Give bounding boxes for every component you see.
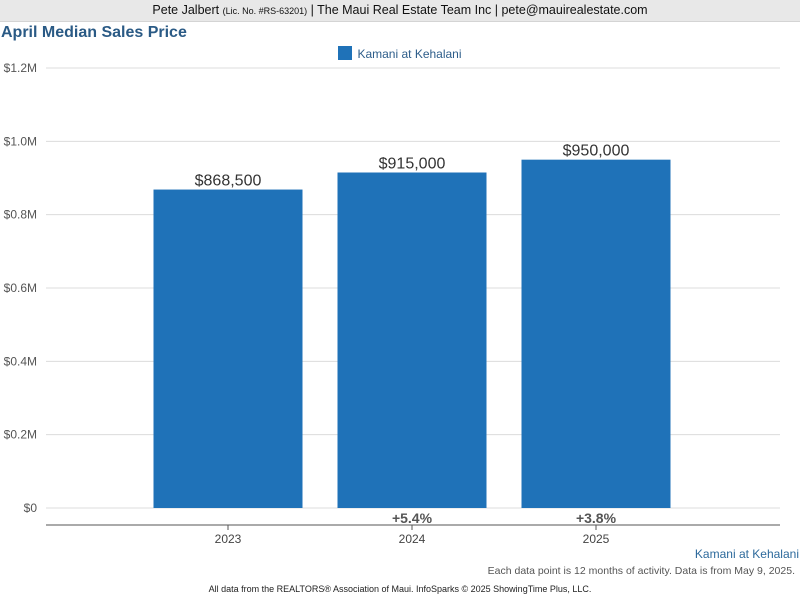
bar [337, 172, 487, 508]
x-tick-label: 2024 [399, 532, 426, 546]
legend-swatch [338, 46, 353, 60]
y-tick-label: $0.8M [4, 208, 37, 222]
agent-company-email: | The Maui Real Estate Team Inc | pete@m… [310, 3, 648, 17]
y-tick-label: $0.2M [4, 428, 37, 442]
agent-header-bar: Pete Jalbert (Lic. No. #RS-63201) | The … [0, 0, 800, 22]
bar-value-label: $915,000 [379, 156, 446, 173]
change-percent-label: +3.8% [576, 510, 617, 526]
bar [153, 189, 303, 509]
y-tick-label: $0.6M [4, 281, 37, 295]
footer-series-label: Kamani at Kehalani [694, 547, 799, 561]
agent-name: Pete Jalbert [152, 3, 220, 17]
y-tick-label: $1.0M [4, 134, 37, 148]
chart-title: April Median Sales Price [1, 24, 187, 41]
y-tick-label: $1.2M [4, 61, 37, 75]
footer-data-note: Each data point is 12 months of activity… [487, 565, 795, 577]
footer-source-credit: All data from the REALTORS® Association … [208, 584, 592, 594]
bar-value-label: $868,500 [195, 173, 262, 190]
agent-license: (Lic. No. #RS-63201) [222, 6, 308, 16]
legend-label: Kamani at Kehalani [357, 47, 462, 61]
bar-value-label: $950,000 [563, 143, 630, 160]
y-tick-label: $0.4M [4, 354, 37, 368]
x-tick-label: 2025 [583, 532, 610, 546]
x-tick-label: 2023 [215, 532, 242, 546]
bar [521, 159, 671, 508]
y-tick-label: $0 [24, 501, 38, 515]
change-percent-label: +5.4% [392, 510, 433, 526]
chart-legend: Kamani at Kehalani [0, 46, 800, 61]
